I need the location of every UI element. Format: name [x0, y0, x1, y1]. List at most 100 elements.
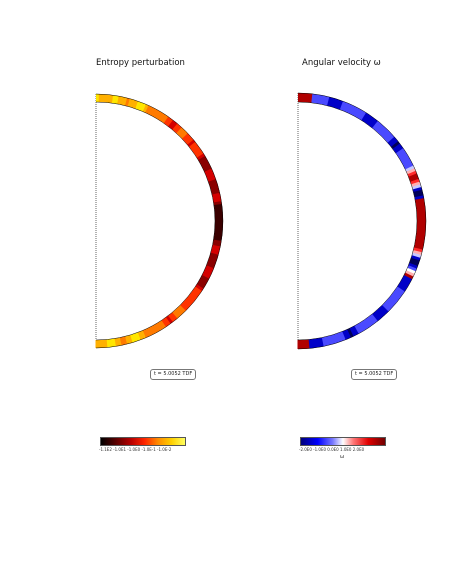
omega-shell-segment	[305, 339, 310, 349]
omega-shell-segment	[298, 93, 302, 103]
omega-shell-segment	[319, 95, 325, 105]
omega-shell-segment	[344, 103, 352, 113]
entropy-shell-segment	[210, 250, 220, 256]
entropy-shell-segment	[187, 139, 196, 148]
omega-shell-segment	[321, 337, 327, 347]
omega-shell-segment	[302, 339, 307, 349]
omega-shell-segment	[402, 160, 413, 168]
entropy-shell-segment	[144, 328, 152, 337]
omega-shell-segment	[410, 257, 420, 264]
entropy-shell-segment	[95, 339, 99, 349]
entropy-shell-segment	[147, 106, 155, 116]
entropy-shell-segment	[207, 260, 216, 267]
entropy-shell-segment	[190, 144, 200, 152]
entropy-shell-segment	[185, 137, 194, 146]
entropy-shell-segment	[214, 221, 223, 225]
entropy-shell-segment	[127, 98, 134, 108]
entropy-shell-segment	[101, 94, 106, 103]
omega-shell-segment	[376, 124, 385, 134]
omega-shell-segment	[379, 305, 389, 314]
entropy-shell-segment	[142, 329, 149, 338]
entropy-shell-segment	[204, 168, 213, 175]
omega-shell-segment	[411, 184, 422, 190]
entropy-shell-segment	[209, 184, 219, 190]
omega-shell-segment	[414, 242, 424, 248]
omega-shell-segment	[409, 176, 419, 183]
entropy-shell-segment	[103, 339, 108, 348]
omega-shell-segment	[377, 307, 387, 316]
entropy-shell-segment	[209, 252, 219, 259]
entropy-shell-segment	[163, 317, 171, 326]
entropy-shell-segment	[156, 321, 164, 331]
entropy-shell-segment	[208, 257, 217, 264]
omega-shell-segment	[336, 332, 343, 342]
entropy-shell-segment-boundary	[95, 93, 224, 349]
entropy-shell-segment	[198, 155, 207, 163]
omega-shell-segment	[385, 134, 395, 144]
entropy-colorbar	[100, 437, 186, 446]
omega-shell-segment	[391, 141, 401, 150]
entropy-shell-segment	[206, 173, 216, 180]
omega-shell-segment	[361, 112, 369, 122]
omega-shell-segment	[390, 293, 400, 302]
entropy-shell-segment	[124, 335, 130, 345]
omega-shell-segment	[344, 329, 351, 339]
omega-shell-segment	[321, 95, 327, 106]
entropy-shell-segment	[159, 113, 167, 122]
omega-shell-segment	[413, 247, 423, 253]
omega-colorbar-label: ω	[340, 454, 345, 460]
entropy-shell-segment	[145, 105, 152, 114]
omega-shell-segment	[408, 173, 419, 180]
omega-shell-segment	[356, 323, 364, 333]
omega-shell-segment	[353, 324, 362, 334]
omega-shell-segment	[371, 312, 381, 322]
omega-shell-segment	[329, 334, 335, 345]
omega-shell-segment	[381, 303, 391, 312]
omega-shell-segment	[405, 165, 415, 173]
entropy-shell-segment	[212, 242, 221, 247]
omega-shell-segment	[414, 192, 424, 198]
omega-shell-segment	[416, 209, 426, 214]
omega-shell-segment	[387, 136, 397, 146]
omega-shell-segment	[380, 128, 389, 138]
omega-shell-segment	[334, 99, 341, 109]
entropy-shell-segment	[165, 315, 173, 325]
omega-shell-segment	[365, 317, 374, 327]
omega-shell	[297, 92, 427, 350]
entropy-time-label: t = 5.0052 TDF	[150, 369, 197, 380]
omega-shell-segment	[395, 148, 406, 156]
omega-shell-segment	[359, 111, 367, 121]
omega-shell-segment	[407, 265, 417, 272]
omega-shell-segment	[341, 330, 349, 340]
entropy-shell-segment	[214, 209, 223, 214]
entropy-shell-segment	[193, 148, 203, 156]
omega-shell-segment	[354, 108, 362, 118]
omega-colorbar	[300, 437, 386, 446]
omega-shell-segment	[297, 339, 301, 349]
entropy-shell-segment	[135, 101, 142, 110]
entropy-shell-segment	[214, 223, 223, 228]
omega-shell-segment	[394, 145, 404, 154]
entropy-shell-segment	[100, 339, 105, 348]
entropy-shell-segment	[214, 218, 223, 222]
omega-shell-segment	[387, 297, 397, 306]
entropy-shell-segment	[147, 327, 154, 336]
omega-shell-segment	[367, 117, 376, 127]
omega-shell-segment	[378, 126, 387, 136]
entropy-shell-segment	[210, 187, 220, 193]
omega-shell-segment	[416, 215, 426, 219]
entropy-shell-segment	[132, 100, 139, 109]
omega-shell-segment	[334, 333, 341, 343]
omega-shell-segment	[402, 275, 413, 283]
entropy-shell-segment	[191, 288, 201, 297]
entropy-shell-segment	[150, 107, 157, 117]
entropy-shell-segment	[204, 267, 213, 274]
omega-shell-segment	[410, 178, 420, 185]
omega-shell-segment	[416, 212, 426, 217]
omega-shell-segment	[300, 339, 304, 349]
entropy-shell-segment	[127, 334, 133, 344]
entropy-shell-segment	[181, 301, 190, 310]
omega-shell-segment	[369, 314, 378, 324]
omega-shell-segment	[399, 279, 410, 288]
omega-shell-segment	[412, 186, 423, 193]
